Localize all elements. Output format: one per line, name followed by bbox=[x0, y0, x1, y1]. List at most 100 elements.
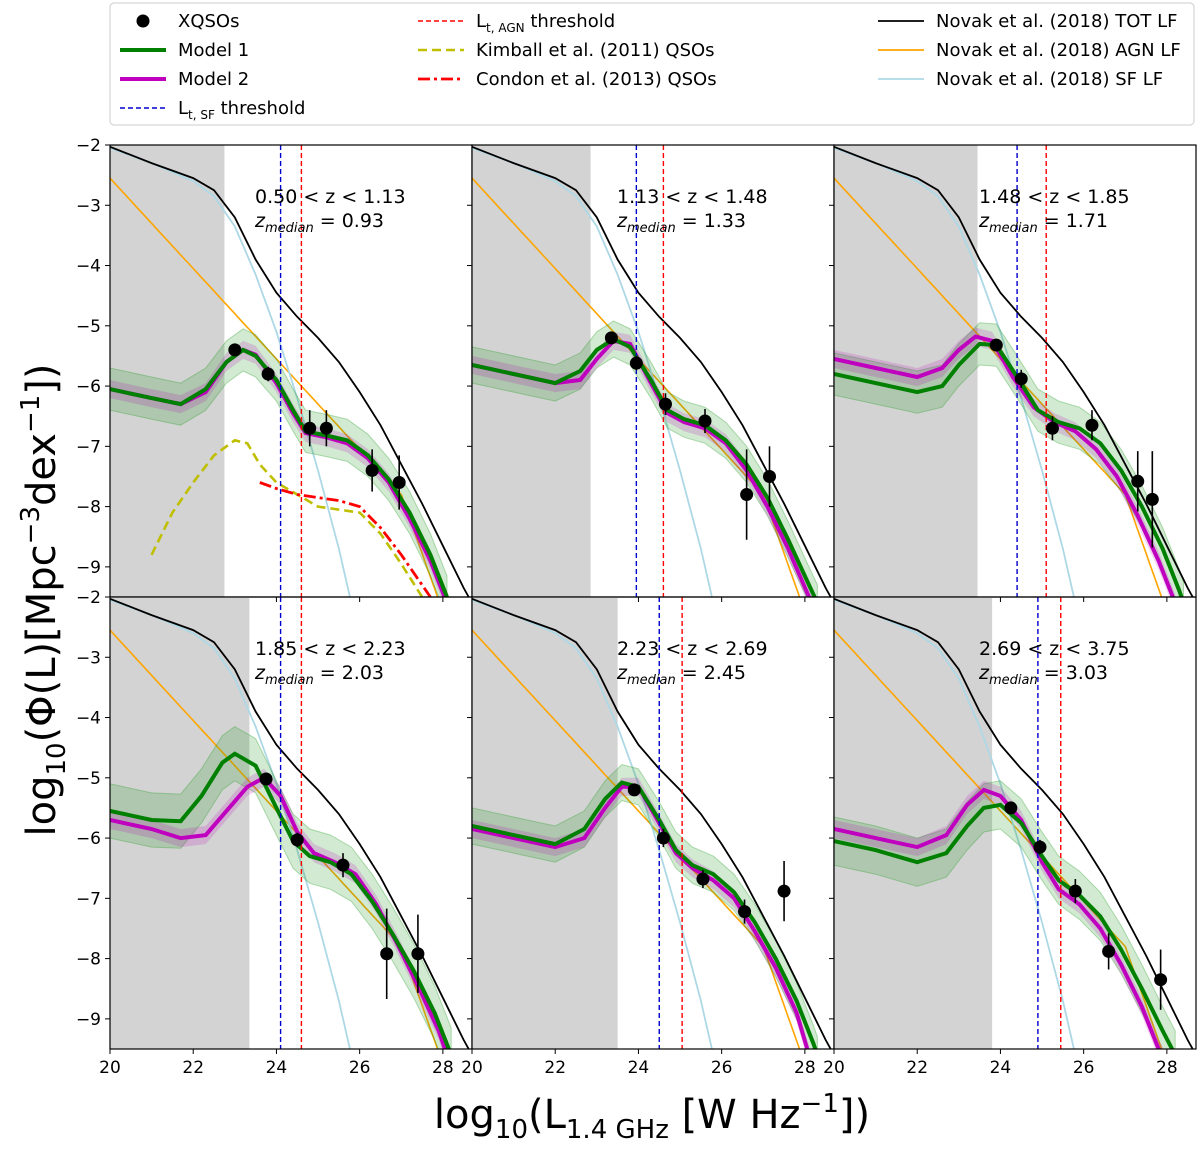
y-label-phi: (Φ(L)[Mpc bbox=[19, 544, 65, 742]
legend-item: Novak et al. (2018) AGN LF bbox=[878, 40, 1181, 61]
y-tick-label: −8 bbox=[76, 498, 101, 518]
novak-agn-line bbox=[472, 629, 801, 1049]
novak-sf-line bbox=[472, 147, 713, 597]
xqso-point bbox=[656, 831, 670, 845]
xqso-point bbox=[777, 884, 791, 898]
x-tick-label: 26 bbox=[1073, 1058, 1095, 1078]
xqso-point bbox=[1068, 884, 1082, 898]
xqso-point bbox=[290, 833, 304, 847]
legend-label-suffix: threshold bbox=[215, 98, 306, 119]
y-axis-label: log10(Φ(L)[Mpc−3dex−1]) bbox=[16, 363, 72, 836]
legend-label: Novak et al. (2018) SF LF bbox=[936, 69, 1163, 90]
z-median-label: zmedian = 1.71 bbox=[978, 210, 1108, 236]
legend-label-main: Novak et al. (2018) TOT LF bbox=[936, 11, 1177, 32]
legend-item: Lt, AGN threshold bbox=[418, 11, 615, 35]
z-range-label: 2.69 < z < 3.75 bbox=[979, 638, 1130, 660]
legend-item: Lt, SF threshold bbox=[120, 98, 305, 122]
x-tick-label: 24 bbox=[628, 1058, 650, 1078]
z-median-subscript: median bbox=[627, 673, 676, 688]
y-tick-label: −4 bbox=[76, 709, 101, 729]
z-median-symbol: z bbox=[978, 662, 990, 684]
panel-plot-area bbox=[472, 145, 832, 597]
y-tick-label: −5 bbox=[76, 317, 101, 337]
model2-band bbox=[110, 340, 447, 597]
z-median-label: zmedian = 2.03 bbox=[254, 662, 384, 688]
legend-item: Kimball et al. (2011) QSOs bbox=[418, 40, 715, 61]
legend-label-suffix: threshold bbox=[525, 11, 616, 32]
y-tick-label: −8 bbox=[76, 950, 101, 970]
kimball-line bbox=[150, 438, 424, 597]
x-axis-label: log10(L1.4 GHz [W Hz−1]) bbox=[434, 1089, 870, 1145]
y-tick-label: −6 bbox=[76, 377, 101, 397]
z-median-symbol: z bbox=[254, 210, 266, 232]
model1-line bbox=[472, 780, 818, 1049]
novak-sf-line bbox=[110, 147, 351, 597]
y-tick-label: −7 bbox=[76, 889, 101, 909]
xqso-point bbox=[627, 783, 641, 797]
x-label-units: [W Hz bbox=[669, 1092, 801, 1138]
legend-label-main: Model 2 bbox=[178, 69, 249, 90]
y-label-close: ]) bbox=[19, 363, 65, 394]
z-median-label: zmedian = 3.03 bbox=[978, 662, 1108, 688]
legend-label: XQSOs bbox=[178, 11, 239, 32]
xqso-point bbox=[392, 475, 406, 489]
x-tick-label: 26 bbox=[349, 1058, 371, 1078]
novak-tot-line bbox=[110, 145, 470, 597]
legend-label-main: L bbox=[178, 98, 188, 119]
x-tick-label: 28 bbox=[1156, 1058, 1178, 1078]
legend-label-main: Novak et al. (2018) AGN LF bbox=[936, 40, 1181, 61]
legend-label-main: Novak et al. (2018) SF LF bbox=[936, 69, 1163, 90]
x-label-open: (L bbox=[528, 1092, 567, 1138]
panel-plot-area bbox=[834, 145, 1194, 597]
z-range-label: 1.13 < z < 1.48 bbox=[617, 186, 768, 208]
x-tick-label: 20 bbox=[461, 1058, 483, 1078]
x-tick-label: 20 bbox=[99, 1058, 121, 1078]
model1-band bbox=[472, 763, 818, 1049]
x-tick-label: 28 bbox=[794, 1058, 816, 1078]
model2-band bbox=[110, 768, 447, 1049]
legend-label: Kimball et al. (2011) QSOs bbox=[476, 40, 715, 61]
legend-label-main: L bbox=[476, 11, 486, 32]
novak-sf-line bbox=[110, 599, 351, 1049]
svg-text:log10(L1.4 GHz [W Hz−1]): log10(L1.4 GHz [W Hz−1]) bbox=[434, 1089, 870, 1145]
z-median-symbol: z bbox=[978, 210, 990, 232]
z-range-label: 0.50 < z < 1.13 bbox=[255, 186, 406, 208]
x-tick-label: 24 bbox=[990, 1058, 1012, 1078]
y-tick-label: −4 bbox=[76, 257, 101, 277]
x-label-band: 1.4 GHz bbox=[566, 1115, 669, 1145]
x-label-exp: −1 bbox=[801, 1089, 839, 1119]
y-tick-label: −9 bbox=[76, 1010, 101, 1030]
y-label-log-sub: 10 bbox=[42, 742, 72, 775]
x-tick-label: 20 bbox=[823, 1058, 845, 1078]
svg-text:log10(Φ(L)[Mpc−3dex−1]): log10(Φ(L)[Mpc−3dex−1]) bbox=[16, 363, 72, 836]
legend-item: Model 2 bbox=[120, 69, 249, 90]
x-label-log: log bbox=[434, 1092, 495, 1138]
legend-label: Lt, AGN threshold bbox=[476, 11, 615, 35]
x-tick-label: 22 bbox=[544, 1058, 566, 1078]
xqso-point bbox=[1085, 418, 1099, 432]
legend-frame bbox=[109, 2, 1195, 126]
x-tick-label: 22 bbox=[906, 1058, 928, 1078]
y-label-dex: dex bbox=[19, 433, 65, 506]
z-median-value: = 1.71 bbox=[1038, 210, 1108, 232]
xqso-point bbox=[319, 421, 333, 435]
xqso-point bbox=[365, 463, 379, 477]
xqso-point bbox=[1004, 801, 1018, 815]
x-tick-label: 26 bbox=[711, 1058, 733, 1078]
xqso-point bbox=[380, 947, 394, 961]
panel-plot-area bbox=[472, 597, 832, 1049]
xqso-point bbox=[336, 858, 350, 872]
legend-label-sub: t, AGN bbox=[486, 21, 525, 35]
model1-line bbox=[110, 347, 449, 597]
legend-item: Novak et al. (2018) TOT LF bbox=[878, 11, 1177, 32]
legend-item: XQSOs bbox=[136, 11, 239, 32]
z-median-label: zmedian = 1.33 bbox=[616, 210, 746, 236]
y-tick-label: −5 bbox=[76, 769, 101, 789]
legend-label: Condon et al. (2013) QSOs bbox=[476, 69, 717, 90]
